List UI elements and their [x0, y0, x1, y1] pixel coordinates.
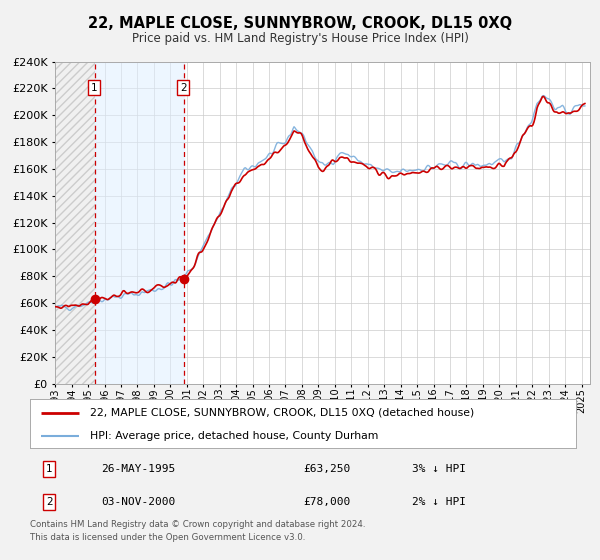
Text: 1: 1	[91, 82, 97, 92]
Bar	[55, 62, 95, 384]
Text: £78,000: £78,000	[303, 497, 350, 507]
Bar	[55, 62, 95, 384]
Text: Contains HM Land Registry data © Crown copyright and database right 2024.
This d: Contains HM Land Registry data © Crown c…	[30, 520, 365, 542]
Text: 1: 1	[46, 464, 52, 474]
Text: 2% ↓ HPI: 2% ↓ HPI	[412, 497, 466, 507]
Text: 2: 2	[46, 497, 52, 507]
Text: 26-MAY-1995: 26-MAY-1995	[101, 464, 175, 474]
Text: 22, MAPLE CLOSE, SUNNYBROW, CROOK, DL15 0XQ: 22, MAPLE CLOSE, SUNNYBROW, CROOK, DL15 …	[88, 16, 512, 31]
Text: 22, MAPLE CLOSE, SUNNYBROW, CROOK, DL15 0XQ (detached house): 22, MAPLE CLOSE, SUNNYBROW, CROOK, DL15 …	[90, 408, 475, 418]
Text: £63,250: £63,250	[303, 464, 350, 474]
Text: HPI: Average price, detached house, County Durham: HPI: Average price, detached house, Coun…	[90, 431, 379, 441]
Bar	[95, 62, 184, 384]
Text: Price paid vs. HM Land Registry's House Price Index (HPI): Price paid vs. HM Land Registry's House …	[131, 32, 469, 45]
Text: 2: 2	[180, 82, 187, 92]
Text: 03-NOV-2000: 03-NOV-2000	[101, 497, 175, 507]
Text: 3% ↓ HPI: 3% ↓ HPI	[412, 464, 466, 474]
